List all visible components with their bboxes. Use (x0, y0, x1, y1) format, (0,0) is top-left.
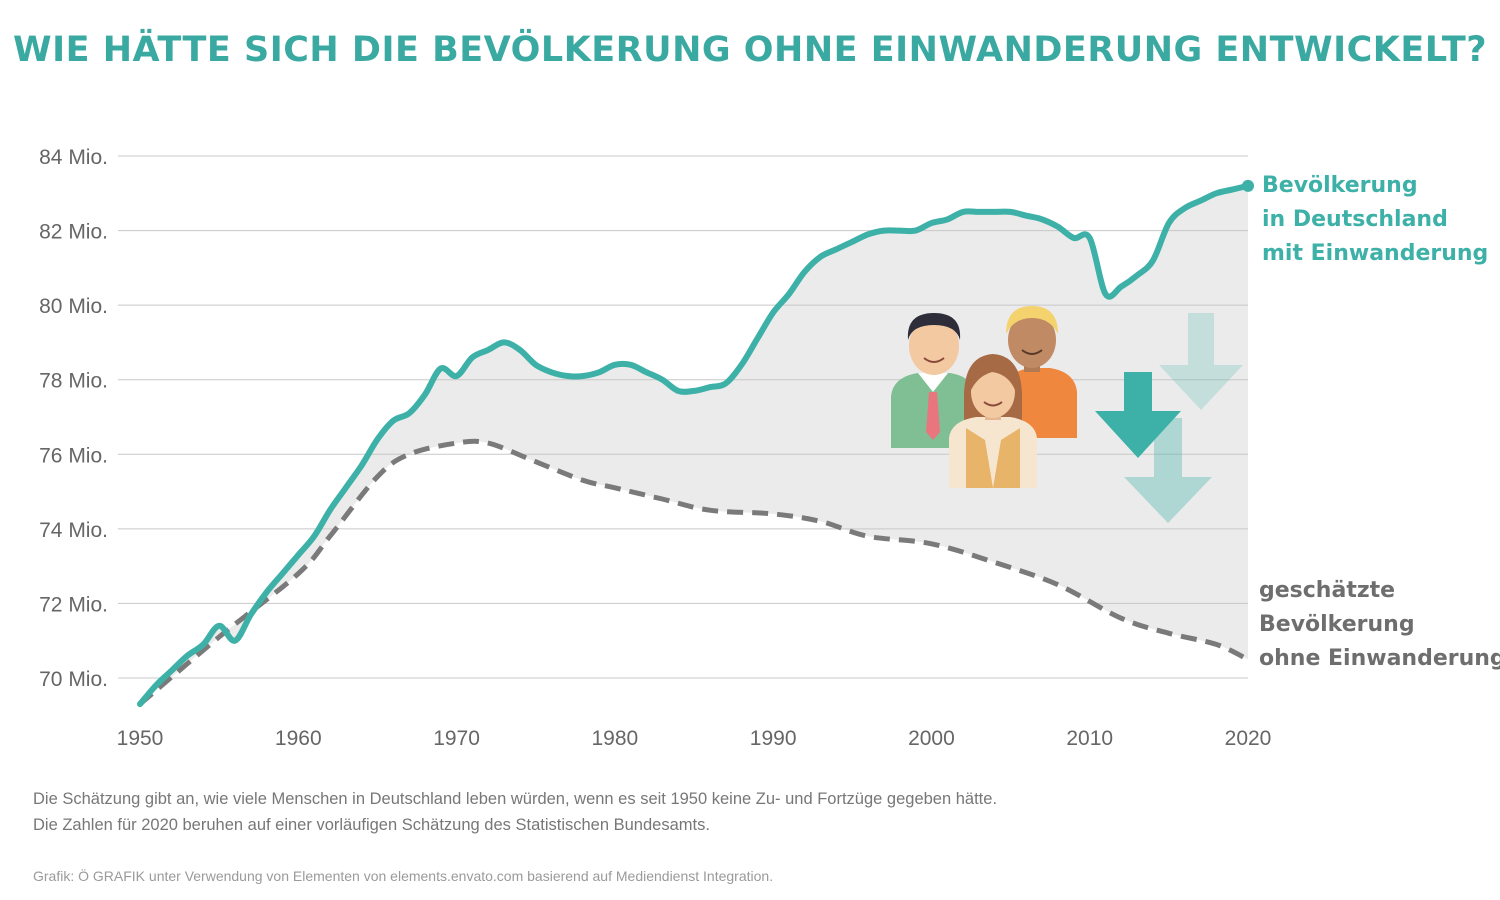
series-label-without-immigration: geschätzte Bevölkerung ohne Einwanderung (1259, 578, 1500, 671)
y-tick-label: 76 Mio. (39, 444, 108, 467)
person-man-icon (891, 313, 976, 448)
y-tick-label: 72 Mio. (39, 593, 108, 616)
x-tick-label: 1990 (750, 727, 797, 750)
series-label-with-immigration: Bevölkerung in Deutschland mit Einwander… (1262, 173, 1488, 266)
x-axis-tick-labels: 1950 1960 1970 1980 1990 2000 2010 2020 (117, 727, 1272, 750)
arrow-down-icon (1124, 418, 1212, 523)
series-line-with-immigration (137, 182, 1251, 708)
arrow-down-icon (1095, 372, 1181, 458)
chart-credit: Grafik: Ö GRAFIK unter Verwendung von El… (33, 868, 774, 884)
x-tick-label: 2020 (1225, 727, 1272, 750)
people-group-icon (891, 306, 1077, 488)
x-tick-label: 1950 (117, 727, 164, 750)
series-end-point-with-immigration (1242, 179, 1254, 192)
arrow-down-icon (1095, 313, 1243, 523)
x-tick-label: 1980 (591, 727, 638, 750)
x-tick-label: 1960 (275, 727, 322, 750)
y-tick-label: 84 Mio. (39, 146, 108, 169)
person-woman-icon (949, 354, 1037, 488)
x-tick-label: 1970 (433, 727, 480, 750)
y-tick-label: 78 Mio. (39, 370, 108, 393)
y-tick-label: 70 Mio. (39, 668, 108, 691)
y-tick-label: 80 Mio. (39, 295, 108, 318)
note-line: Die Zahlen für 2020 beruhen auf einer vo… (33, 816, 710, 834)
x-tick-label: 2000 (908, 727, 955, 750)
y-tick-label: 82 Mio. (39, 221, 108, 244)
chart-notes: Die Schätzung gibt an, wie viele Mensche… (33, 786, 1473, 838)
difference-area (140, 185, 1248, 705)
y-tick-label: 74 Mio. (39, 519, 108, 542)
chart-title: WIE HÄTTE SICH DIE BEVÖLKERUNG OHNE EINW… (12, 30, 1488, 70)
x-tick-label: 2010 (1066, 727, 1113, 750)
arrow-down-icon (1159, 313, 1243, 410)
series-line-without-immigration (138, 438, 1250, 707)
y-axis-tick-labels: 70 Mio. 72 Mio. 74 Mio. 76 Mio. 78 Mio. 80 Mi… (39, 146, 108, 691)
note-line: Die Schätzung gibt an, wie viele Mensche… (33, 790, 998, 808)
